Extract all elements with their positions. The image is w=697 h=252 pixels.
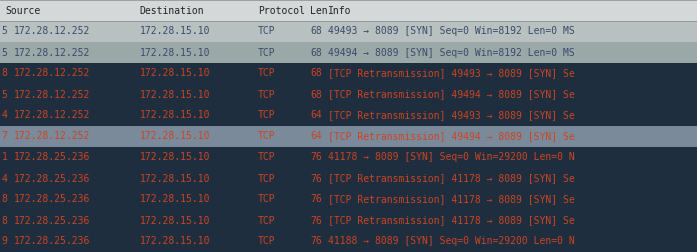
Text: TCP: TCP [258,215,275,226]
Text: 172.28.15.10: 172.28.15.10 [139,26,210,37]
Text: 68: 68 [310,69,322,79]
Text: 41188 → 8089 [SYN] Seq=0 Win=29200 Len=0 N: 41188 → 8089 [SYN] Seq=0 Win=29200 Len=0… [328,236,574,246]
Text: TCP: TCP [258,69,275,79]
Text: 172.28.12.252: 172.28.12.252 [14,69,91,79]
Text: 76: 76 [310,152,322,163]
Bar [0,189,697,210]
Text: 172.28.15.10: 172.28.15.10 [139,152,210,163]
Text: [TCP Retransmission] 49493 → 8089 [SYN] Se: [TCP Retransmission] 49493 → 8089 [SYN] … [328,69,574,79]
Bar [0,147,697,168]
Text: 4: 4 [1,110,7,120]
Text: 172.28.25.236: 172.28.25.236 [14,236,91,246]
Text: Protocol: Protocol [258,6,305,16]
Text: 172.28.25.236: 172.28.25.236 [14,215,91,226]
Text: 76: 76 [310,236,322,246]
Text: TCP: TCP [258,47,275,57]
Bar [0,63,697,84]
Text: 172.28.25.236: 172.28.25.236 [14,152,91,163]
Text: 172.28.12.252: 172.28.12.252 [14,89,91,100]
Text: 64: 64 [310,132,322,142]
Text: 76: 76 [310,195,322,205]
Bar [0,105,697,126]
Text: TCP: TCP [258,132,275,142]
Text: 172.28.15.10: 172.28.15.10 [139,89,210,100]
Text: 7: 7 [1,132,7,142]
Text: 76: 76 [310,173,322,183]
Text: 9: 9 [1,236,7,246]
Text: 5: 5 [1,89,7,100]
Text: TCP: TCP [258,236,275,246]
Text: TCP: TCP [258,110,275,120]
Text: Destination: Destination [139,6,204,16]
Text: 172.28.12.252: 172.28.12.252 [14,47,91,57]
Text: 68: 68 [310,47,322,57]
Text: 172.28.15.10: 172.28.15.10 [139,132,210,142]
Text: Source: Source [6,6,41,16]
Text: TCP: TCP [258,195,275,205]
Text: 8: 8 [1,195,7,205]
Bar [0,168,697,189]
Text: 172.28.15.10: 172.28.15.10 [139,47,210,57]
Bar [0,126,697,147]
Text: Len: Len [310,6,328,16]
Text: TCP: TCP [258,26,275,37]
Text: Info: Info [328,6,351,16]
Text: 4: 4 [1,173,7,183]
Text: 172.28.12.252: 172.28.12.252 [14,26,91,37]
Text: 8: 8 [1,215,7,226]
Text: [TCP Retransmission] 49493 → 8089 [SYN] Se: [TCP Retransmission] 49493 → 8089 [SYN] … [328,110,574,120]
Text: 5: 5 [1,26,7,37]
Text: TCP: TCP [258,173,275,183]
Bar [0,0,697,21]
Text: 172.28.15.10: 172.28.15.10 [139,173,210,183]
Bar [0,231,697,252]
Bar [0,42,697,63]
Text: TCP: TCP [258,152,275,163]
Text: 172.28.15.10: 172.28.15.10 [139,69,210,79]
Text: [TCP Retransmission] 41178 → 8089 [SYN] Se: [TCP Retransmission] 41178 → 8089 [SYN] … [328,195,574,205]
Text: 76: 76 [310,215,322,226]
Bar [0,84,697,105]
Text: 68: 68 [310,89,322,100]
Text: [TCP Retransmission] 41178 → 8089 [SYN] Se: [TCP Retransmission] 41178 → 8089 [SYN] … [328,173,574,183]
Text: 8: 8 [1,69,7,79]
Text: 5: 5 [1,47,7,57]
Text: TCP: TCP [258,89,275,100]
Bar [0,21,697,42]
Text: 172.28.15.10: 172.28.15.10 [139,195,210,205]
Text: 172.28.15.10: 172.28.15.10 [139,215,210,226]
Text: 68: 68 [310,26,322,37]
Text: [TCP Retransmission] 49494 → 8089 [SYN] Se: [TCP Retransmission] 49494 → 8089 [SYN] … [328,89,574,100]
Bar [0,210,697,231]
Text: 1: 1 [1,152,7,163]
Text: 172.28.12.252: 172.28.12.252 [14,132,91,142]
Text: 64: 64 [310,110,322,120]
Text: 172.28.15.10: 172.28.15.10 [139,110,210,120]
Text: 49494 → 8089 [SYN] Seq=0 Win=8192 Len=0 MS: 49494 → 8089 [SYN] Seq=0 Win=8192 Len=0 … [328,47,574,57]
Text: 172.28.12.252: 172.28.12.252 [14,110,91,120]
Text: 172.28.25.236: 172.28.25.236 [14,173,91,183]
Text: [TCP Retransmission] 49494 → 8089 [SYN] Se: [TCP Retransmission] 49494 → 8089 [SYN] … [328,132,574,142]
Text: 41178 → 8089 [SYN] Seq=0 Win=29200 Len=0 N: 41178 → 8089 [SYN] Seq=0 Win=29200 Len=0… [328,152,574,163]
Text: 172.28.25.236: 172.28.25.236 [14,195,91,205]
Text: 49493 → 8089 [SYN] Seq=0 Win=8192 Len=0 MS: 49493 → 8089 [SYN] Seq=0 Win=8192 Len=0 … [328,26,574,37]
Text: [TCP Retransmission] 41178 → 8089 [SYN] Se: [TCP Retransmission] 41178 → 8089 [SYN] … [328,215,574,226]
Text: 172.28.15.10: 172.28.15.10 [139,236,210,246]
